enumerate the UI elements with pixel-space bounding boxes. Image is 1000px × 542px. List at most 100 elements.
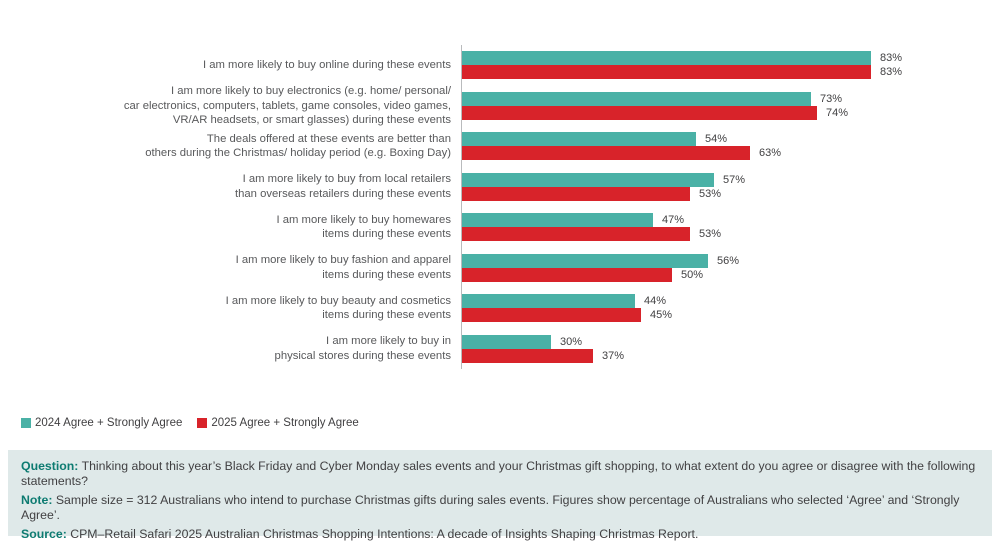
bar-2025: [462, 308, 641, 323]
question-text: Thinking about this year’s Black Friday …: [21, 459, 976, 488]
bar-line: 57%: [462, 172, 1000, 187]
category-label-line: The deals offered at these events are be…: [206, 132, 451, 145]
category-label-line: others during the Christmas/ holiday per…: [145, 147, 451, 160]
bar-2025: [462, 146, 750, 161]
bar-value-label: 54%: [705, 133, 728, 146]
bar-line: 47%: [462, 213, 1000, 228]
bar-line: 53%: [462, 227, 1000, 242]
bar-value-label: 30%: [560, 335, 583, 348]
bar-2025: [462, 227, 690, 242]
bar-line: 74%: [462, 105, 1000, 120]
bar-line: 45%: [462, 308, 1000, 323]
category-label-line: I am more likely to buy online during th…: [202, 59, 451, 72]
bar-value-label: 83%: [880, 52, 903, 65]
bars-cell: 56% 50%: [461, 247, 1000, 288]
legend-item-2024: 2024 Agree + Strongly Agree: [21, 417, 182, 429]
category-label: I am more likely to buy in physical store…: [0, 329, 461, 370]
footnote-box: Question: Thinking about this year’s Bla…: [8, 450, 992, 541]
bar-value-label: 57%: [723, 173, 746, 186]
bar-2025: [462, 105, 817, 120]
note-label: Note:: [21, 493, 53, 508]
bar-value-label: 50%: [681, 268, 704, 281]
bar-value-label: 63%: [759, 147, 782, 160]
chart-row: The deals offered at these events are be…: [0, 126, 1000, 167]
category-label-line: car electronics, computers, tablets, gam…: [123, 99, 451, 112]
category-label-line: I am more likely to buy in: [326, 335, 451, 348]
chart-row: I am more likely to buy fashion and appa…: [0, 247, 1000, 289]
chart-row: I am more likely to buy from local retai…: [0, 166, 1000, 208]
category-label-line: I am more likely to buy from local retai…: [242, 173, 451, 186]
category-label-line: I am more likely to buy homewares: [276, 213, 451, 226]
bar-2024: [462, 253, 708, 268]
chart-row: I am more likely to buy electronics (e.g…: [0, 85, 1000, 127]
bar-value-label: 47%: [662, 214, 685, 227]
bar-2025: [462, 267, 672, 282]
category-label-line: than overseas retailers during these eve…: [234, 187, 451, 200]
category-label-line: items during these events: [322, 268, 451, 281]
bar-2025: [462, 186, 690, 201]
bar-line: 30%: [462, 334, 1000, 349]
category-label: I am more likely to buy fashion and appa…: [0, 248, 461, 289]
category-label: I am more likely to buy online during th…: [0, 45, 461, 86]
source-paragraph: Source: CPM–Retail Safari 2025 Australia…: [21, 527, 979, 542]
note-text: Sample size = 312 Australians who intend…: [21, 493, 960, 522]
bar-2024: [462, 132, 696, 147]
bar-value-label: 53%: [699, 187, 722, 200]
question-paragraph: Question: Thinking about this year’s Bla…: [21, 459, 979, 488]
bar-2024: [462, 51, 871, 66]
source-text: CPM–Retail Safari 2025 Australian Christ…: [66, 527, 699, 542]
bar-value-label: 45%: [650, 309, 673, 322]
category-label-line: I am more likely to buy electronics (e.g…: [170, 85, 451, 98]
bar-value-label: 56%: [717, 254, 740, 267]
chart-legend: 2024 Agree + Strongly Agree 2025 Agree +…: [21, 417, 359, 429]
bars-cell: 30% 37%: [461, 328, 1000, 369]
bar-line: 53%: [462, 186, 1000, 201]
category-label-line: items during these events: [322, 309, 451, 322]
bar-2024: [462, 334, 551, 349]
bar-line: 56%: [462, 253, 1000, 268]
category-label: I am more likely to buy from local retai…: [0, 167, 461, 208]
note-paragraph: Note: Sample size = 312 Australians who …: [21, 493, 979, 522]
chart-row: I am more likely to buy in physical store…: [0, 328, 1000, 370]
category-label-line: items during these events: [322, 228, 451, 241]
bar-2025: [462, 65, 871, 80]
bar-line: 73%: [462, 91, 1000, 106]
bar-value-label: 53%: [699, 228, 722, 241]
bar-chart: I am more likely to buy online during th…: [0, 45, 1000, 369]
bar-2025: [462, 348, 593, 363]
bars-cell: 57% 53%: [461, 166, 1000, 207]
bars-cell: 83% 83%: [461, 45, 1000, 86]
bar-line: 54%: [462, 132, 1000, 147]
chart-row: I am more likely to buy online during th…: [0, 45, 1000, 86]
bar-line: 83%: [462, 51, 1000, 66]
category-label-line: physical stores during these events: [274, 349, 451, 362]
bar-line: 83%: [462, 65, 1000, 80]
bar-value-label: 44%: [644, 295, 667, 308]
bar-2024: [462, 294, 635, 309]
category-label: I am more likely to buy homewares items d…: [0, 207, 461, 248]
bar-line: 37%: [462, 348, 1000, 363]
legend-label-2024: 2024 Agree + Strongly Agree: [35, 417, 183, 429]
category-label: The deals offered at these events are be…: [0, 126, 461, 167]
bar-value-label: 37%: [602, 349, 625, 362]
legend-swatch-2025-icon: [197, 418, 208, 428]
source-label: Source:: [21, 527, 67, 542]
chart-row: I am more likely to buy homewares items d…: [0, 207, 1000, 248]
category-label-line: VR/AR headsets, or smart glasses) during…: [172, 113, 451, 126]
bar-line: 50%: [462, 267, 1000, 282]
category-label-line: I am more likely to buy fashion and appa…: [235, 254, 451, 267]
chart-row: I am more likely to buy beauty and cosme…: [0, 288, 1000, 329]
bars-cell: 73% 74%: [461, 85, 1000, 126]
bars-cell: 54% 63%: [461, 126, 1000, 167]
legend-item-2025: 2025 Agree + Strongly Agree: [197, 417, 359, 429]
bar-value-label: 83%: [880, 66, 903, 79]
legend-swatch-2024-icon: [21, 418, 31, 428]
bars-cell: 44% 45%: [461, 288, 1000, 329]
bar-2024: [462, 91, 811, 106]
question-label: Question:: [21, 459, 79, 473]
bar-value-label: 74%: [826, 106, 849, 119]
legend-label-2025: 2025 Agree + Strongly Agree: [211, 417, 359, 429]
category-label: I am more likely to buy electronics (e.g…: [0, 85, 461, 127]
bar-2024: [462, 172, 714, 187]
